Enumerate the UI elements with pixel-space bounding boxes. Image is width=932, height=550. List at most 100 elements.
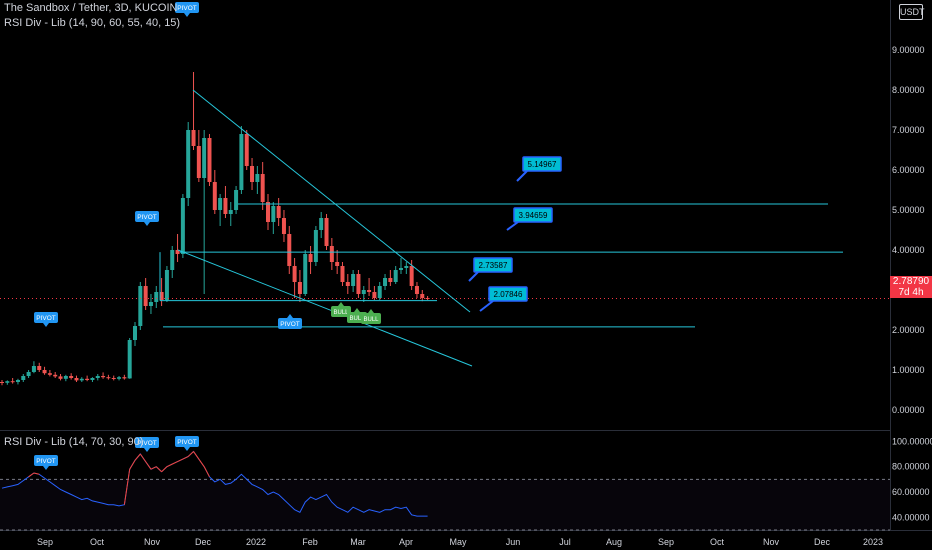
candle-body <box>5 381 10 383</box>
candle-body <box>159 292 164 300</box>
candle-body <box>324 218 329 246</box>
time-axis-label: Aug <box>606 537 622 547</box>
price-axis-label: 1.00000 <box>892 365 925 375</box>
candle-body <box>0 382 4 383</box>
candle-body <box>95 376 100 378</box>
candle-body <box>266 202 270 222</box>
indicator-title: RSI Div - Lib (14, 90, 60, 55, 40, 15) <box>4 17 181 29</box>
rsi-pivot-marker-pointer <box>184 447 190 451</box>
candle-body <box>106 377 111 379</box>
current-price-value: 2.78790 <box>892 276 930 287</box>
candle-body <box>143 286 148 306</box>
candle-body <box>372 292 377 298</box>
candle-body <box>276 206 281 218</box>
time-axis-label: Jun <box>506 537 521 547</box>
candle-body <box>425 298 430 299</box>
candle-body <box>207 138 212 182</box>
time-axis-label: Dec <box>195 537 212 547</box>
candle-body <box>255 174 260 182</box>
price-callout-box <box>513 207 553 223</box>
candle-body <box>47 373 52 375</box>
rsi-pivot-marker-box <box>175 436 199 447</box>
candle-body <box>42 370 47 374</box>
candle-body <box>228 210 233 214</box>
bull-marker-pointer <box>354 308 360 312</box>
bull-marker-pointer <box>368 309 374 313</box>
pivot-marker-box <box>34 312 58 323</box>
rsi-overbought-segment <box>177 458 184 463</box>
rsi-pivot-marker-label: PIVOT <box>36 458 56 465</box>
rsi-axis-label: 100.00000 <box>892 436 932 446</box>
candle-body <box>335 262 340 266</box>
rsi-overbought-segment <box>139 453 147 462</box>
candle-body <box>111 378 116 379</box>
time-axis-label: Jul <box>559 537 571 547</box>
candle-body <box>69 376 74 378</box>
candle-body <box>122 377 127 379</box>
bull-marker-label: BULL <box>349 316 365 322</box>
rsi-overbought-segment <box>134 453 141 461</box>
price-axis-label: 2.00000 <box>892 325 925 335</box>
rsi-overbought-segment <box>123 469 131 505</box>
candle-body <box>164 270 169 300</box>
candle-body <box>239 134 244 190</box>
pivot-marker-pointer <box>184 13 190 17</box>
price-callout-box <box>473 257 513 273</box>
rsi-pivot-marker-pointer <box>144 448 150 452</box>
rsi-pivot-marker-pointer <box>43 466 49 470</box>
rsi-overbought-segment <box>193 451 200 460</box>
candle-body <box>383 278 388 286</box>
candle-body <box>10 381 15 383</box>
price-callout-pointer <box>479 300 494 312</box>
price-axis-label: 9.00000 <box>892 45 925 55</box>
price-axis-label: 8.00000 <box>892 85 925 95</box>
candle-body <box>218 198 223 210</box>
price-countdown: 7d 4h <box>898 287 924 298</box>
rsi-band-fill <box>0 479 890 530</box>
price-callout-pointer <box>506 221 519 231</box>
candle-body <box>127 340 132 379</box>
rsi-pane-title: RSI Div - Lib (14, 70, 30, 90) <box>4 436 144 448</box>
time-axis-label: Nov <box>763 537 780 547</box>
currency-badge[interactable]: USDT <box>899 4 925 20</box>
candle-body <box>79 378 84 381</box>
price-callout-box <box>488 286 528 302</box>
candle-body <box>340 266 345 282</box>
candle-body <box>399 268 403 270</box>
rsi-overbought-segment <box>129 460 136 470</box>
time-axis-label: Oct <box>710 537 725 547</box>
candle-body <box>37 366 42 370</box>
price-axis-label: 7.00000 <box>892 125 925 135</box>
rsi-pivot-marker-label: PIVOT <box>137 440 157 447</box>
rsi-line <box>1 450 428 517</box>
pivot-marker-pointer <box>144 222 150 226</box>
candle-body <box>303 254 308 294</box>
rsi-overbought-segment <box>198 458 205 467</box>
price-callout-label: 5.14967 <box>528 160 557 169</box>
candle-body <box>287 234 292 266</box>
candle-body <box>313 230 318 262</box>
candle-body <box>377 286 382 298</box>
pivot-marker-label: PIVOT <box>177 5 197 12</box>
candle-body <box>260 174 265 202</box>
candle-body <box>281 218 286 234</box>
rsi-overbought-segment <box>187 451 194 457</box>
candle-body <box>202 138 207 178</box>
candle-body <box>180 198 185 254</box>
candle-body <box>223 198 228 214</box>
candle-body <box>31 366 36 372</box>
time-axis-label: Apr <box>399 537 413 547</box>
candle-body <box>308 254 313 262</box>
rsi-axis-label: 80.00000 <box>892 462 930 472</box>
candle-body <box>133 326 137 340</box>
candle-body <box>148 302 153 306</box>
candle-body <box>21 376 26 380</box>
price-axis-label: 0.00000 <box>892 405 925 415</box>
rsi-overbought-segment <box>172 461 178 465</box>
time-axis-label: Mar <box>350 537 366 547</box>
pivot-marker-box <box>278 318 302 329</box>
candle-body <box>58 376 63 379</box>
candle-body <box>393 270 398 282</box>
